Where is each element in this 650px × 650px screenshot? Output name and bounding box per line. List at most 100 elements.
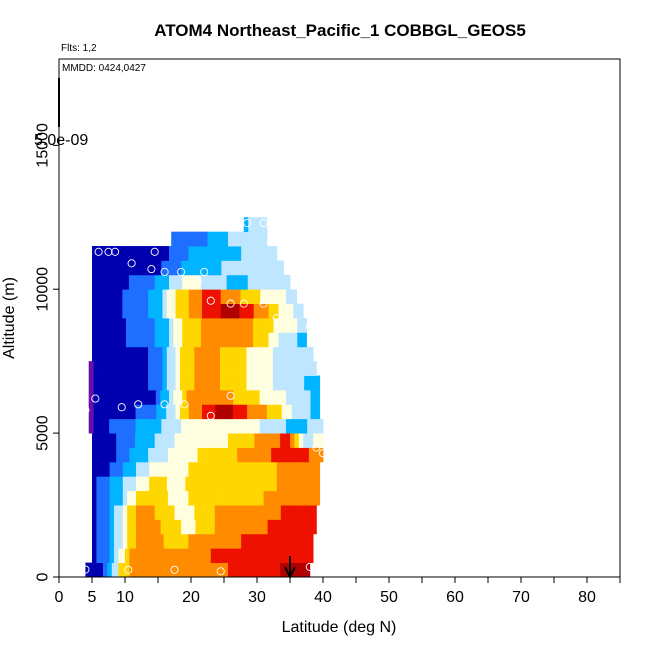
heat-cell <box>194 375 200 391</box>
heat-cell <box>98 418 105 434</box>
heat-cell <box>123 361 129 376</box>
heat-cell <box>113 361 119 376</box>
heat-cell <box>121 318 127 333</box>
heat-cell <box>169 433 175 448</box>
heat-cell <box>313 433 319 448</box>
heat-cell <box>105 519 110 535</box>
heat-cell <box>247 461 253 477</box>
heat-cell <box>224 490 230 506</box>
heat-cell <box>98 346 104 362</box>
heat-cell <box>92 476 97 492</box>
heat-cell <box>96 433 103 448</box>
heat-cell <box>172 447 179 463</box>
heat-cell <box>281 461 288 477</box>
heat-cell <box>228 404 234 420</box>
heat-cell <box>167 490 174 506</box>
heat-cell <box>171 375 176 391</box>
heat-cell <box>96 447 103 463</box>
heat-cell <box>114 404 121 420</box>
heat-cell <box>226 318 233 333</box>
heat-cell <box>92 274 98 290</box>
heat-cell <box>180 303 185 319</box>
heat-cell <box>140 418 147 434</box>
heat-cell <box>230 375 237 391</box>
heat-cell <box>204 519 210 535</box>
heat-cell <box>193 461 200 477</box>
heat-cell <box>118 361 124 376</box>
heat-cell <box>162 303 168 319</box>
heat-cell <box>255 505 261 520</box>
heat-cell <box>263 274 270 290</box>
heat-cell <box>271 476 278 492</box>
heat-cell <box>231 274 238 290</box>
heat-cell <box>188 289 194 305</box>
heat-cell <box>306 505 312 520</box>
heat-cell <box>101 260 107 276</box>
heat-cell <box>166 289 172 305</box>
heat-cell <box>241 519 247 535</box>
heat-cell <box>106 318 113 333</box>
heat-cell <box>280 289 287 305</box>
heat-cell <box>272 519 279 535</box>
heat-cell <box>105 461 110 477</box>
heat-cell <box>270 418 276 434</box>
heat-cell <box>175 404 181 420</box>
sample-point <box>193 276 202 285</box>
heat-cell <box>146 389 152 405</box>
heat-cell <box>220 246 226 261</box>
heat-cell <box>291 389 297 405</box>
heat-cell <box>204 361 210 376</box>
dates-note: MMDD: 0424,0427 <box>62 63 146 74</box>
heat-cell <box>98 375 104 391</box>
heat-cell <box>209 476 215 492</box>
heat-cell <box>162 289 168 305</box>
heat-cell <box>257 447 263 463</box>
heat-cell <box>149 433 156 448</box>
heat-cell <box>263 260 269 276</box>
heat-cell <box>176 260 182 276</box>
heat-cell <box>214 246 221 261</box>
heat-cell <box>311 361 317 376</box>
heat-cell <box>301 332 307 348</box>
heat-cell <box>305 476 311 492</box>
heat-cell <box>105 533 110 549</box>
heat-cell <box>286 404 293 420</box>
heat-cell <box>268 303 274 319</box>
heat-cell <box>92 260 98 276</box>
heat-cell <box>182 447 189 463</box>
x-tick-label: 0 <box>55 589 64 606</box>
heat-cell <box>217 433 224 448</box>
heat-cell <box>266 447 272 463</box>
heat-cell <box>133 361 139 376</box>
heat-cell <box>266 404 273 420</box>
heat-cell <box>107 274 114 290</box>
heat-cell <box>258 274 264 290</box>
heat-cell <box>301 404 307 420</box>
heat-cell <box>140 389 147 405</box>
heat-cell <box>144 332 151 348</box>
heat-cell <box>96 490 102 506</box>
heat-cell <box>96 318 103 333</box>
heat-cell <box>286 418 292 434</box>
heat-cell <box>242 476 248 492</box>
heat-cell <box>252 461 258 477</box>
heat-cell <box>251 548 258 564</box>
heat-cell <box>93 389 99 405</box>
heat-cell <box>134 433 141 448</box>
heat-cell <box>291 404 297 420</box>
heat-cell <box>122 289 129 305</box>
heat-cell <box>294 433 300 448</box>
heat-cell <box>144 476 150 492</box>
heat-cell <box>246 246 253 261</box>
heat-cell <box>127 246 134 261</box>
heat-cell <box>267 519 274 535</box>
heat-cell <box>154 246 160 261</box>
heat-cell <box>210 260 217 276</box>
heat-cell <box>92 346 99 362</box>
heat-cell <box>192 447 198 463</box>
heat-cell <box>254 433 261 448</box>
heat-cell <box>105 505 110 520</box>
heat-cell <box>275 505 282 520</box>
heat-cell <box>136 505 141 520</box>
heat-cell <box>138 375 144 391</box>
